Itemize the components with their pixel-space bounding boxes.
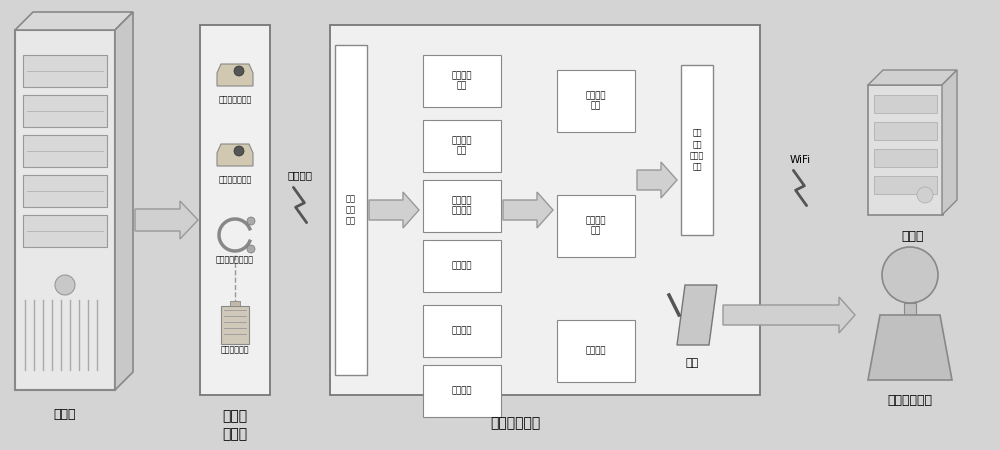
Circle shape [917, 187, 933, 203]
Polygon shape [942, 70, 957, 215]
Bar [23, 135, 107, 167]
Polygon shape [868, 70, 957, 85]
Bar [23, 215, 107, 247]
Bar [423, 240, 501, 292]
Text: 局放
数据
提取: 局放 数据 提取 [346, 194, 356, 225]
Bar [423, 120, 501, 172]
Bar [868, 85, 943, 215]
Polygon shape [115, 12, 133, 390]
Bar [423, 365, 501, 417]
Bar [557, 195, 635, 257]
Circle shape [882, 247, 938, 303]
Text: 异常状态
定位: 异常状态 定位 [586, 216, 606, 236]
Text: 高频电流检测单元: 高频电流检测单元 [216, 255, 254, 264]
FancyArrow shape [135, 201, 198, 239]
Polygon shape [15, 12, 133, 30]
Text: 开关柜: 开关柜 [54, 409, 76, 422]
Text: 局放
数据
加密、
打包: 局放 数据 加密、 打包 [690, 129, 704, 171]
Polygon shape [868, 315, 952, 380]
Bar [423, 180, 501, 232]
Text: 现场巡检人员: 现场巡检人员 [888, 393, 932, 406]
FancyArrow shape [637, 162, 677, 198]
Circle shape [234, 146, 244, 156]
Bar [874, 149, 937, 167]
FancyArrow shape [503, 192, 553, 228]
Bar [874, 176, 937, 194]
Text: 超声波检测单元: 超声波检测单元 [218, 95, 252, 104]
Bar [423, 55, 501, 107]
Text: 数据处理单元: 数据处理单元 [490, 416, 540, 430]
Text: 判断设备
状态: 判断设备 状态 [586, 91, 606, 111]
Circle shape [247, 245, 255, 253]
Polygon shape [677, 285, 717, 345]
Circle shape [55, 275, 75, 295]
Circle shape [247, 217, 255, 225]
Bar [557, 320, 635, 382]
Text: 信号采
集单元: 信号采 集单元 [222, 409, 248, 441]
FancyArrow shape [723, 297, 855, 333]
Text: 时频分析: 时频分析 [452, 261, 472, 270]
Bar [23, 95, 107, 127]
Bar [904, 303, 916, 315]
Bar [221, 306, 249, 344]
Bar [335, 45, 367, 375]
Text: WiFi: WiFi [789, 155, 811, 165]
Text: 区域布局
统计分析: 区域布局 统计分析 [452, 196, 472, 216]
Text: 显示: 显示 [685, 358, 699, 368]
FancyArrow shape [369, 192, 419, 228]
Text: 叠加比较
分析: 叠加比较 分析 [452, 136, 472, 156]
Text: 历史趋势
分析: 历史趋势 分析 [452, 71, 472, 91]
Circle shape [234, 66, 244, 76]
Bar [557, 70, 635, 132]
Bar [330, 25, 760, 395]
Text: 环境检测单元: 环境检测单元 [221, 345, 249, 354]
Bar [230, 301, 240, 306]
Text: 地电波检测单元: 地电波检测单元 [218, 175, 252, 184]
Bar [23, 175, 107, 207]
Polygon shape [217, 144, 253, 166]
Text: 能量分析: 能量分析 [452, 387, 472, 396]
Polygon shape [217, 64, 253, 86]
Bar [200, 25, 270, 395]
Bar [681, 65, 713, 235]
Text: 相位分析: 相位分析 [452, 327, 472, 336]
Bar [15, 30, 115, 390]
Bar [874, 122, 937, 140]
Text: 服务器: 服务器 [902, 230, 924, 243]
Text: 蓝牙通信: 蓝牙通信 [288, 170, 312, 180]
Bar [423, 305, 501, 357]
Bar [874, 95, 937, 113]
Text: 分类分离: 分类分离 [586, 346, 606, 356]
Bar [23, 55, 107, 87]
